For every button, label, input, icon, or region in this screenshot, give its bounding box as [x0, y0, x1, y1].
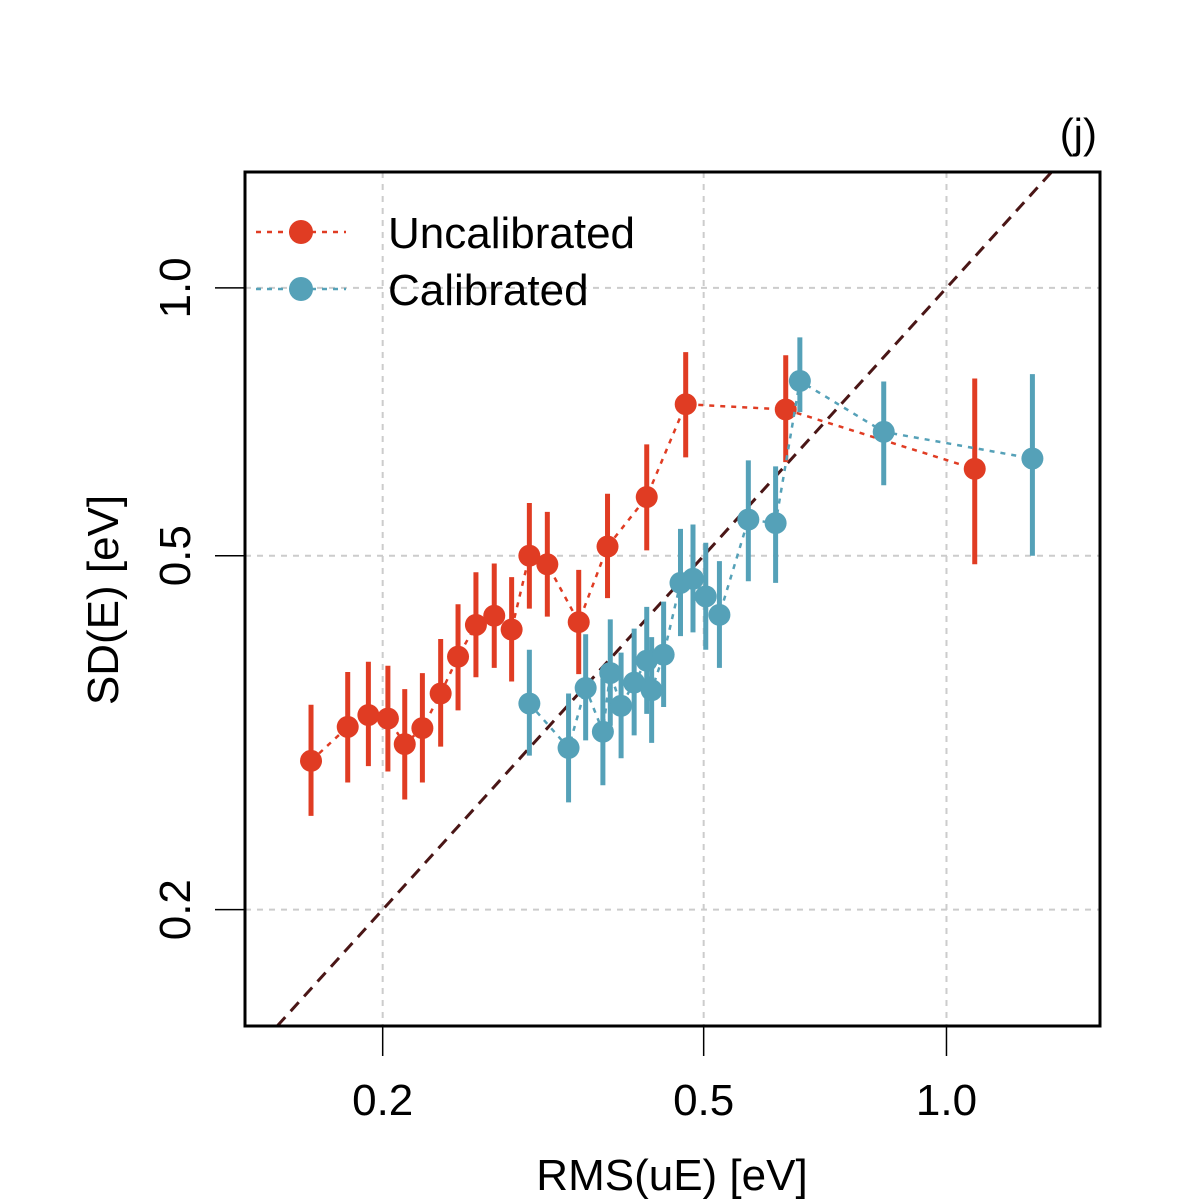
legend-uncalibrated-marker: [289, 220, 313, 244]
grid-lines: [245, 172, 1100, 1026]
calibrated-data-point: [694, 585, 717, 608]
y-tick-label: 0.5: [151, 525, 200, 586]
x-tick-label: 0.2: [352, 1076, 413, 1125]
uncalibrated-data-point: [376, 707, 399, 730]
identity-line: [276, 170, 1053, 1028]
y-tick-label: 0.2: [151, 879, 200, 940]
y-axis-label: SD(E) [eV]: [79, 495, 128, 705]
calibrated-data-point: [708, 603, 731, 626]
uncalibrated-data-point: [500, 618, 523, 641]
uncalibrated-data-point: [336, 715, 359, 738]
calibrated-data-point: [518, 692, 541, 715]
uncalibrated-data-point: [774, 398, 797, 421]
calibrated-data-point: [557, 736, 580, 759]
x-tick-label: 0.5: [673, 1076, 734, 1125]
uncalibrated-data-point: [963, 457, 986, 480]
panel-label: (j): [1060, 110, 1097, 157]
calibrated-series: [518, 337, 1044, 803]
calibrated-data-point: [737, 508, 760, 531]
calibrated-data-point: [574, 677, 597, 700]
calibrated-data-point: [764, 512, 787, 535]
uncalibrated-data-point: [536, 553, 559, 576]
calibrated-data-point: [1021, 447, 1044, 470]
uncalibrated-data-point: [518, 544, 541, 567]
legend-calibrated-label: Calibrated: [388, 266, 589, 315]
x-tick-label: 1.0: [916, 1076, 977, 1125]
calibrated-data-point: [872, 420, 895, 443]
calibrated-data-point: [610, 694, 633, 717]
uncalibrated-data-point: [464, 613, 487, 636]
legend-uncalibrated-label: Uncalibrated: [388, 209, 635, 258]
uncalibrated-data-point: [300, 749, 323, 772]
uncalibrated-data-point: [411, 717, 434, 740]
legend: Uncalibrated Calibrated: [256, 209, 635, 315]
series-layer: [300, 337, 1044, 816]
uncalibrated-data-point: [567, 611, 590, 634]
axis-ticks: 0.2 0.5 1.0 0.2 0.5 1.0: [151, 257, 977, 1125]
calibrated-data-point: [788, 369, 811, 392]
calibrated-data-point: [623, 671, 646, 694]
uncalibrated-data-point: [393, 733, 416, 756]
calibrated-data-point: [591, 720, 614, 743]
uncalibrated-data-point: [635, 486, 658, 509]
uncalibrated-connector-line: [310, 402, 976, 762]
calibrated-data-point: [640, 679, 663, 702]
uncalibrated-data-point: [596, 535, 619, 558]
plot-frame: [243, 170, 1102, 1028]
uncalibrated-data-point: [674, 393, 697, 416]
calibrated-data-point: [681, 567, 704, 590]
uncalibrated-series: [300, 352, 986, 816]
calibrated-data-point: [599, 662, 622, 685]
y-tick-label: 1.0: [151, 257, 200, 318]
legend-calibrated-marker: [289, 277, 313, 301]
calibrated-data-point: [652, 643, 675, 666]
uncalibrated-data-point: [357, 704, 380, 727]
calibrated-data-point: [635, 649, 658, 672]
uncalibrated-data-point: [447, 645, 470, 668]
x-axis-label: RMS(uE) [eV]: [536, 1151, 807, 1200]
uncalibrated-data-point: [483, 604, 506, 627]
uncalibrated-data-point: [429, 682, 452, 705]
